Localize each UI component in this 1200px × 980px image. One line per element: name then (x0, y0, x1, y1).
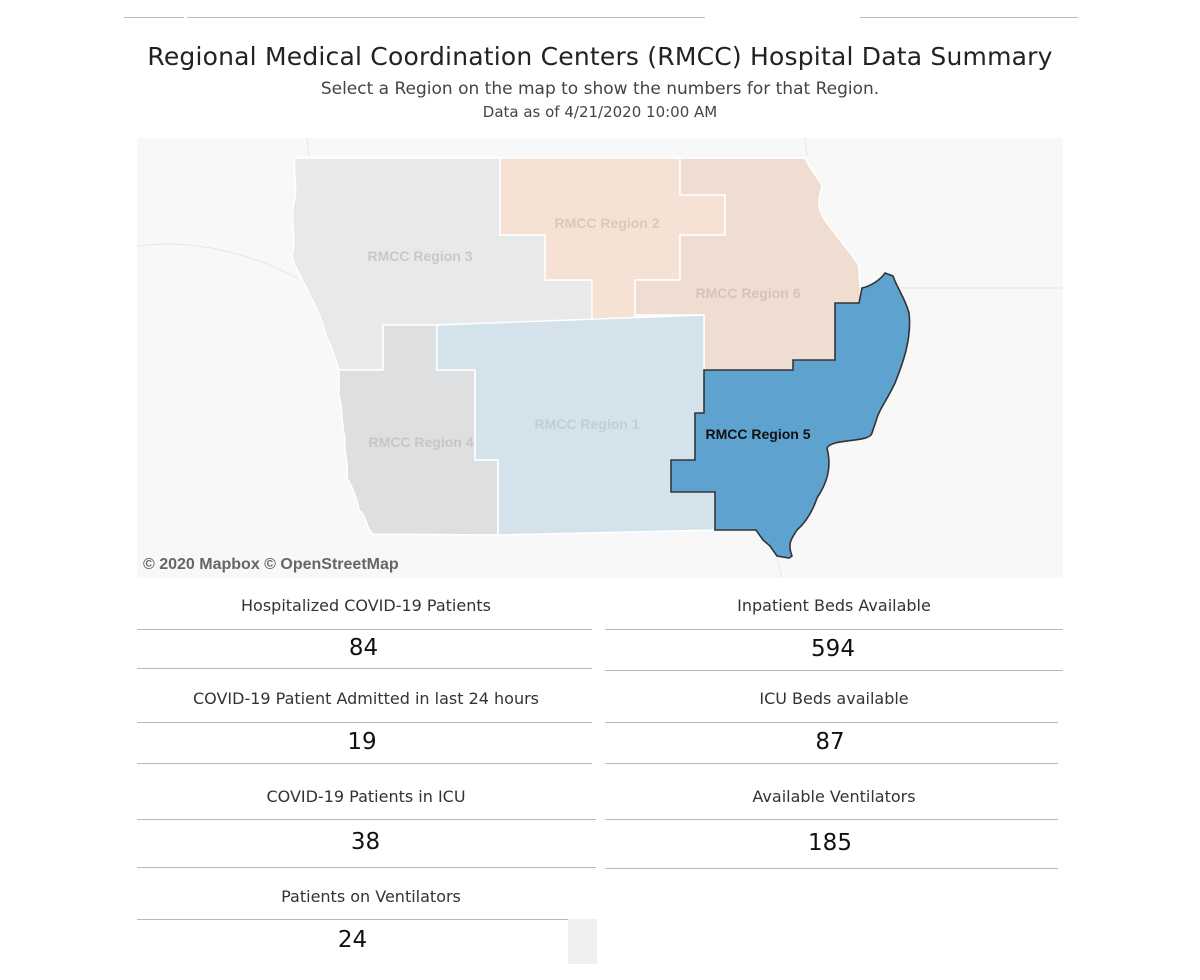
divider (137, 722, 592, 723)
hospitalized-label: Hospitalized COVID-19 Patients (241, 596, 491, 615)
icu-patients-value: 38 (350, 829, 381, 855)
divider (605, 670, 1063, 671)
divider (137, 629, 592, 630)
region-6-label: RMCC Region 6 (696, 285, 801, 301)
icu-beds-label: ICU Beds available (759, 689, 909, 708)
divider (137, 668, 592, 669)
icu-beds-value: 87 (815, 729, 845, 755)
divider (605, 722, 1058, 723)
divider (605, 763, 1058, 764)
region-map[interactable]: RMCC Region 3 RMCC Region 2 RMCC Region … (137, 138, 1063, 578)
region-2-label: RMCC Region 2 (555, 215, 660, 231)
admitted-24h-label: COVID-19 Patient Admitted in last 24 hou… (192, 689, 539, 708)
hospitalized-value: 84 (348, 635, 379, 661)
icu-patients-label: COVID-19 Patients in ICU (266, 787, 466, 806)
ventilator-patients-value: 24 (337, 927, 368, 953)
inpatient-beds-label: Inpatient Beds Available (737, 596, 931, 615)
divider (605, 629, 1063, 630)
divider (137, 763, 592, 764)
divider (605, 819, 1058, 820)
scroll-gap (568, 919, 597, 964)
divider (605, 868, 1058, 869)
available-ventilators-label: Available Ventilators (752, 787, 916, 806)
admitted-24h-value: 19 (347, 729, 377, 755)
region-1-label: RMCC Region 1 (535, 416, 640, 432)
inpatient-beds-value: 594 (811, 636, 855, 662)
available-ventilators-value: 185 (808, 830, 852, 856)
top-divider-3 (860, 17, 1078, 18)
region-map-svg: RMCC Region 3 RMCC Region 2 RMCC Region … (137, 138, 1063, 578)
region-5[interactable] (670, 272, 911, 559)
page-subtitle: Select a Region on the map to show the n… (320, 79, 880, 99)
map-attribution[interactable]: © 2020 Mapbox © OpenStreetMap (143, 556, 399, 573)
divider (137, 867, 596, 868)
data-timestamp: Data as of 4/21/2020 10:00 AM (482, 103, 718, 121)
page-title: Regional Medical Coordination Centers (R… (147, 42, 1053, 71)
region-3-label: RMCC Region 3 (368, 248, 473, 264)
top-divider-2 (187, 17, 705, 18)
region-5-label: RMCC Region 5 (706, 426, 811, 442)
ventilator-patients-label: Patients on Ventilators (281, 887, 461, 906)
divider (137, 819, 596, 820)
region-4-label: RMCC Region 4 (369, 434, 474, 450)
divider (137, 919, 568, 920)
region-4[interactable] (338, 324, 499, 536)
top-divider-1 (124, 17, 184, 18)
